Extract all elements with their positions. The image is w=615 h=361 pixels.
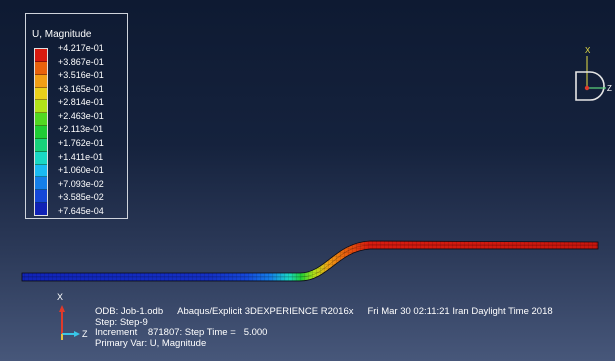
legend-value-label: +2.113e-01 xyxy=(58,124,104,135)
legend-swatch xyxy=(35,177,47,191)
legend-value-label: +3.516e-01 xyxy=(58,70,104,81)
timestamp: Fri Mar 30 02:11:21 Iran Daylight Time 2… xyxy=(367,306,553,317)
primary-var: Primary Var: U, Magnitude xyxy=(95,337,207,349)
axis-x-arrow-icon xyxy=(59,305,65,312)
step-time-value: 5.000 xyxy=(243,327,268,338)
legend-value-label: +3.585e-02 xyxy=(58,192,104,203)
legend-value-label: +1.411e-01 xyxy=(58,151,104,162)
legend-swatch xyxy=(35,61,47,75)
axis-z-label: Z xyxy=(82,329,88,339)
coordinate-triad-bottom-left: X Z xyxy=(57,292,88,340)
legend-swatch xyxy=(35,164,47,178)
legend-value-label: +2.814e-01 xyxy=(58,97,104,108)
step-time-label: Step Time = xyxy=(184,327,236,338)
info-line-step: Step: Step-9 xyxy=(95,316,553,329)
state-info-block: ODB: Job-1.odb Abaqus/Explicit 3DEXPERIEN… xyxy=(95,306,553,350)
info-line-primary-var: Primary Var: U, Magnitude xyxy=(95,337,553,350)
triad-x-label: X xyxy=(585,46,591,55)
legend-swatch xyxy=(35,49,47,62)
legend-color-bar xyxy=(34,48,48,216)
axis-z-arrow-icon xyxy=(74,331,80,337)
legend-swatch xyxy=(35,190,47,204)
increment-value: 871807: xyxy=(147,327,183,338)
beam-mesh-overlay xyxy=(22,241,598,281)
contour-legend: U, Magnitude +4.217e-01 +3.867e-01 +3.516e… xyxy=(25,13,128,219)
info-line-increment: Increment 871807: Step Time = 5.000 xyxy=(95,327,553,339)
solver-version: Abaqus/Explicit 3DEXPERIENCE R2016x xyxy=(177,306,354,317)
increment-label: Increment xyxy=(95,327,138,338)
triad-shape-icon xyxy=(575,71,605,101)
legend-title: U, Magnitude xyxy=(32,29,92,40)
legend-value-label: +1.060e-01 xyxy=(58,165,104,176)
legend-swatch xyxy=(35,74,47,88)
legend-value-label: +3.867e-01 xyxy=(58,56,104,67)
legend-value-label: +1.762e-01 xyxy=(58,138,104,149)
legend-swatch xyxy=(35,138,47,152)
legend-swatch xyxy=(35,151,47,165)
legend-value-label: +3.165e-01 xyxy=(58,83,104,94)
info-line-odb: ODB: Job-1.odb Abaqus/Explicit 3DEXPERIEN… xyxy=(95,306,553,318)
triad-z-label: Z xyxy=(607,84,612,93)
legend-swatch xyxy=(35,113,47,127)
view-triad-top-right: X Z xyxy=(575,46,612,101)
legend-value-label: +7.093e-02 xyxy=(58,178,104,189)
legend-swatch xyxy=(35,100,47,114)
legend-value-label: +7.645e-04 xyxy=(58,205,104,216)
legend-value-label: +4.217e-01 xyxy=(58,43,104,53)
odb-name: ODB: Job-1.odb xyxy=(95,306,164,317)
beam-centerline xyxy=(22,244,599,278)
legend-swatch xyxy=(35,126,47,139)
legend-swatch xyxy=(35,203,47,215)
legend-swatch xyxy=(35,87,47,101)
legend-value-label: +2.463e-01 xyxy=(58,110,104,121)
axis-x-label: X xyxy=(57,292,63,302)
step-name: Step: Step-9 xyxy=(95,316,148,328)
